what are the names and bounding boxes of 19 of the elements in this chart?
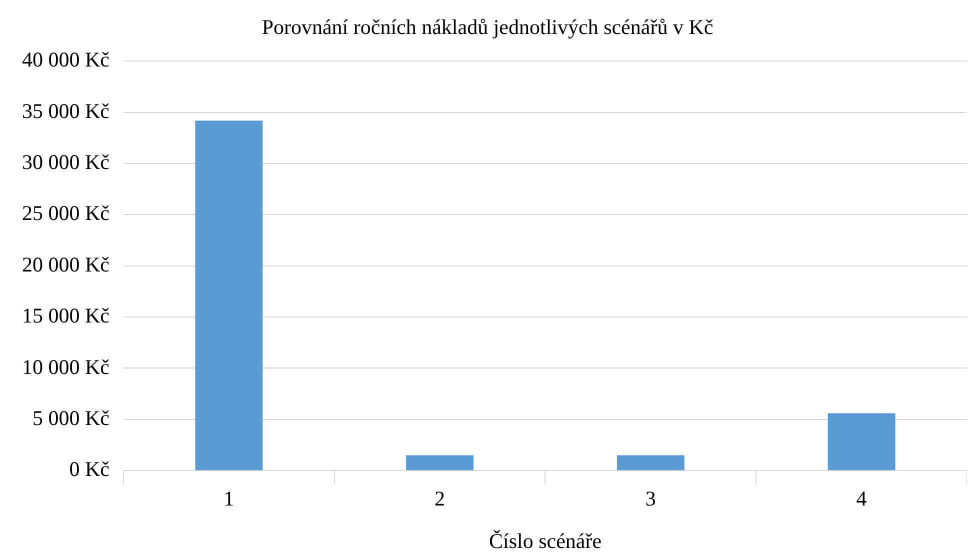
x-axis-title: Číslo scénáře bbox=[488, 528, 602, 553]
x-tick-label: 1 bbox=[224, 486, 234, 511]
x-tick-label: 4 bbox=[856, 486, 868, 511]
y-tick-label: 5 000 Kč bbox=[32, 406, 110, 430]
bar bbox=[828, 413, 896, 470]
y-tick-label: 20 000 Kč bbox=[22, 252, 110, 276]
y-tick-label: 30 000 Kč bbox=[22, 150, 110, 174]
y-tick-label: 0 Kč bbox=[69, 457, 110, 482]
x-tick-label: 3 bbox=[645, 486, 656, 511]
bar bbox=[406, 455, 474, 470]
y-tick-label: 10 000 Kč bbox=[22, 354, 110, 379]
y-tick-label: 25 000 Kč bbox=[22, 201, 110, 226]
y-tick-label: 35 000 Kč bbox=[22, 98, 110, 123]
x-tick-label: 2 bbox=[434, 486, 446, 511]
bar bbox=[616, 455, 684, 470]
bar bbox=[195, 120, 263, 470]
chart-title: Porovnání ročních nákladů jednotlivých scénářů v Kč bbox=[262, 15, 714, 40]
y-tick-label: 15 000 Kč bbox=[22, 304, 110, 328]
y-tick-label: 40 000 Kč bbox=[22, 48, 110, 72]
